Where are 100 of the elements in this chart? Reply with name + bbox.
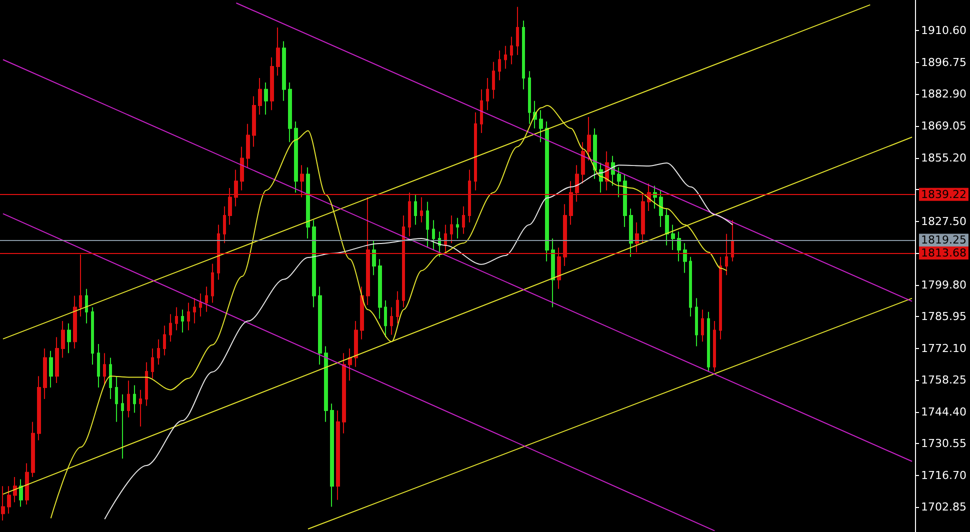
candlestick	[294, 121, 298, 194]
candlestick	[342, 352, 346, 434]
y-tick-label: 1730.55	[921, 437, 966, 450]
y-tick-label: 1896.75	[921, 56, 966, 69]
candlestick	[510, 36, 513, 65]
candlestick	[97, 343, 100, 388]
y-tick-label: 1869.05	[921, 120, 966, 133]
candlestick	[187, 302, 190, 331]
candlestick	[360, 286, 364, 340]
y-tick-label: 1882.90	[921, 88, 966, 101]
candlestick	[420, 196, 423, 223]
candlestick	[659, 190, 663, 228]
candlestick	[581, 142, 585, 184]
candlestick	[665, 208, 669, 246]
candlestick	[539, 110, 543, 143]
candlestick	[193, 298, 196, 324]
candlestick	[623, 174, 627, 228]
candlestick	[312, 220, 316, 308]
candlestick	[677, 231, 681, 262]
candlestick	[19, 478, 23, 508]
candlestick	[31, 421, 35, 478]
candlestick	[504, 45, 507, 70]
candlestick	[492, 61, 495, 100]
candlestick	[390, 306, 393, 336]
candlestick	[1, 486, 5, 522]
candlestick	[378, 258, 382, 320]
candlestick	[13, 476, 17, 503]
candlestick	[719, 256, 722, 340]
candlestick	[462, 206, 465, 234]
y-tick-label: 1799.80	[921, 278, 966, 292]
candlestick	[109, 357, 112, 400]
y-tick-label: 1758.25	[921, 374, 966, 387]
line-series	[104, 162, 734, 520]
candlestick	[414, 194, 417, 226]
candlestick	[456, 217, 459, 239]
y-tick-label: 1702.85	[921, 500, 966, 514]
candlestick	[587, 116, 591, 162]
ref-line-label: 1839.22	[921, 188, 966, 201]
candlestick	[372, 240, 376, 276]
candlestick	[330, 403, 334, 508]
candlestick	[318, 286, 322, 366]
candlestick	[396, 290, 399, 324]
candlestick	[91, 306, 94, 366]
y-tick-label: 1910.60	[921, 24, 966, 38]
candlestick	[139, 389, 142, 428]
candlestick	[49, 350, 53, 388]
candlestick	[426, 201, 429, 248]
candlestick	[498, 50, 501, 81]
candlestick	[252, 96, 256, 148]
candlestick	[528, 70, 531, 124]
candlestick	[683, 242, 687, 274]
candlestick	[240, 146, 244, 191]
candlestick	[55, 336, 59, 384]
candlestick	[133, 384, 136, 414]
candlestick	[336, 410, 340, 500]
candlestick	[551, 238, 555, 308]
y-tick-label: 1772.10	[921, 342, 966, 355]
candlestick	[151, 348, 154, 379]
candlestick	[85, 288, 88, 324]
candlestick	[258, 77, 262, 116]
candlestick	[306, 166, 310, 239]
y-tick-label: 1744.40	[921, 405, 966, 418]
candlestick	[264, 82, 268, 116]
candlestick	[486, 77, 489, 111]
candlestick	[115, 376, 118, 422]
candlestick	[61, 320, 65, 358]
y-tick-label: 1716.70	[921, 468, 966, 482]
candlestick	[288, 82, 292, 143]
candlestick	[73, 295, 77, 350]
candlestick	[522, 20, 525, 90]
y-tick-label: 1785.95	[921, 310, 966, 324]
candlestick	[270, 56, 274, 111]
candlestick	[593, 128, 597, 180]
ref-line-label: 1813.68	[921, 246, 966, 260]
candlestick	[324, 346, 328, 422]
candlestick	[175, 306, 178, 331]
candlestick	[121, 394, 124, 460]
candlestick	[384, 300, 387, 338]
candlestick	[617, 166, 621, 198]
candlestick	[67, 322, 71, 354]
candlestick	[653, 185, 657, 210]
candlestick	[450, 215, 453, 244]
candlestick	[354, 320, 358, 368]
candlestick	[127, 380, 130, 418]
y-tick-label: 1855.20	[921, 151, 966, 164]
candlestick	[43, 348, 47, 400]
candlestick	[7, 486, 11, 514]
candlestick	[348, 348, 352, 382]
candlestick	[25, 462, 29, 505]
candlestick	[480, 88, 483, 134]
candlestick	[701, 309, 704, 342]
candlestick	[707, 311, 710, 372]
candlestick	[223, 206, 226, 244]
ref-line-label: 1819.25	[921, 234, 966, 247]
candlestick	[199, 293, 202, 317]
candlestick	[474, 112, 477, 191]
candlestick	[103, 352, 106, 386]
candlestick	[37, 376, 41, 441]
candlestick	[545, 121, 549, 262]
candlestick	[516, 6, 519, 56]
